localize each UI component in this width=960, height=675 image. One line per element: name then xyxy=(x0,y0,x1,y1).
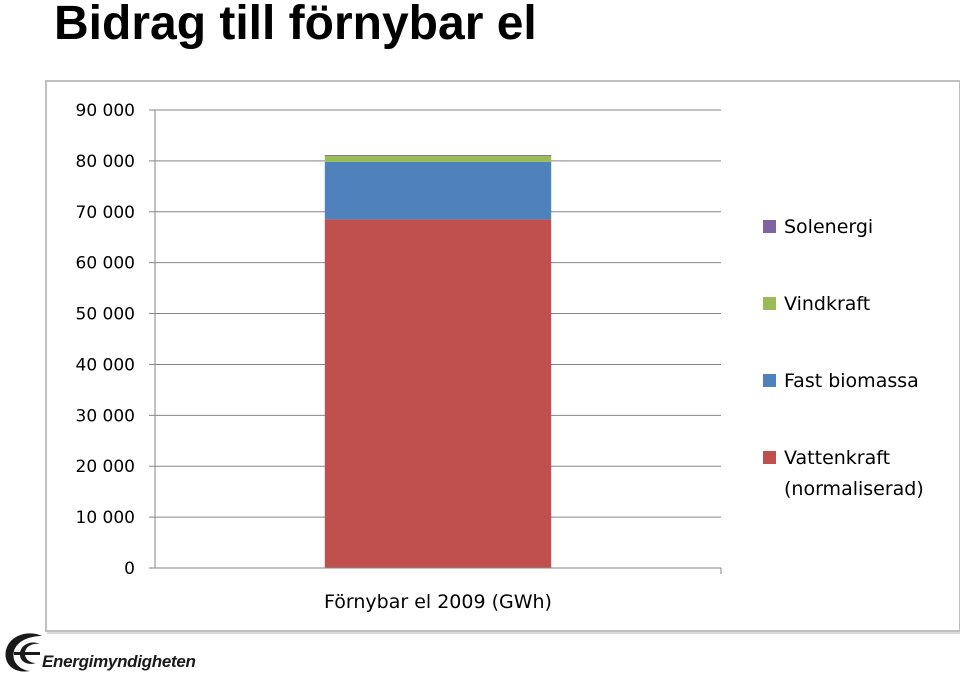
slide-title: Bidrag till förnybar el xyxy=(54,0,537,50)
x-axis-labels: Förnybar el 2009 (GWh) xyxy=(324,591,552,613)
legend-label: Solenergi xyxy=(784,216,873,238)
bar-segments xyxy=(324,155,552,568)
y-tick-label: 20 000 xyxy=(76,457,135,477)
bar-segment-solenergi xyxy=(324,155,552,156)
y-tick-label: 0 xyxy=(124,559,135,579)
legend-swatch xyxy=(763,451,776,464)
y-tick-label: 10 000 xyxy=(76,508,135,528)
y-tick-label: 60 000 xyxy=(76,254,135,274)
chart-frame: 0 10 000 20 000 30 000 40 000 50 000 60 000 70 … xyxy=(45,80,960,632)
legend-label: Vindkraft xyxy=(784,293,870,315)
axes xyxy=(149,110,722,574)
stacked-bar-chart: 0 10 000 20 000 30 000 40 000 50 000 60 000 70 … xyxy=(76,101,924,613)
x-category-label: Förnybar el 2009 (GWh) xyxy=(324,591,552,613)
legend-label: Fast biomassa xyxy=(784,370,919,392)
y-tick-label: 90 000 xyxy=(76,101,135,121)
legend-swatch xyxy=(763,297,776,310)
legend: Solenergi Vindkraft Fast biomassa Vattenkra… xyxy=(763,216,924,500)
legend-swatch xyxy=(763,374,776,387)
bar-segment-fast-biomassa xyxy=(324,161,552,220)
legend-label: (normaliserad) xyxy=(784,478,924,500)
y-tick-label: 80 000 xyxy=(76,152,135,172)
legend-label: Vattenkraft xyxy=(784,447,890,469)
energimyndigheten-logo-icon xyxy=(5,633,43,672)
y-axis-tick-labels: 0 10 000 20 000 30 000 40 000 50 000 60 000 70 … xyxy=(76,101,135,579)
y-tick-label: 50 000 xyxy=(76,305,135,325)
legend-swatch xyxy=(763,220,776,233)
y-tick-label: 70 000 xyxy=(76,203,135,223)
bar-segment-vindkraft xyxy=(324,155,552,162)
logo-wordmark: Energimyndigheten xyxy=(42,652,196,671)
bar-segment-vattenkraft-normaliserad xyxy=(324,219,552,568)
y-tick-label: 30 000 xyxy=(76,406,135,426)
y-tick-label: 40 000 xyxy=(76,355,135,375)
